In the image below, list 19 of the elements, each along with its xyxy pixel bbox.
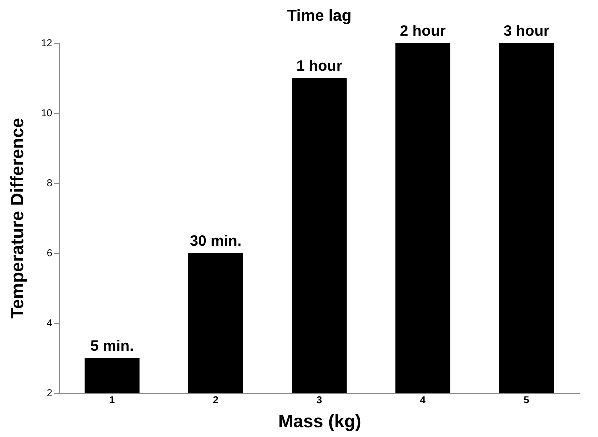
y-tick-label: 12 bbox=[41, 38, 53, 50]
chart-title: Time lag bbox=[287, 8, 352, 25]
annotation: 3 hour bbox=[504, 23, 550, 40]
y-axis-title: Temperature Difference bbox=[7, 118, 28, 319]
y-tick-label: 4 bbox=[46, 318, 53, 330]
y-tick-label: 2 bbox=[46, 388, 53, 400]
y-tick-label: 8 bbox=[46, 178, 53, 190]
annotation: 5 min. bbox=[90, 338, 134, 355]
annotation: 2 hour bbox=[400, 23, 446, 40]
y-tick-label: 10 bbox=[41, 108, 53, 120]
y-tick-label: 6 bbox=[46, 248, 53, 260]
x-tick-label: 3 bbox=[316, 396, 323, 406]
x-tick-label: 5 bbox=[524, 396, 530, 406]
annotation: 1 hour bbox=[296, 58, 343, 75]
x-tick-label: 4 bbox=[420, 396, 426, 406]
x-axis-title: Mass (kg) bbox=[278, 412, 362, 432]
annotation: 30 min. bbox=[190, 233, 242, 250]
x-tick-label: 1 bbox=[110, 396, 116, 406]
x-tick-label: 2 bbox=[213, 396, 220, 406]
